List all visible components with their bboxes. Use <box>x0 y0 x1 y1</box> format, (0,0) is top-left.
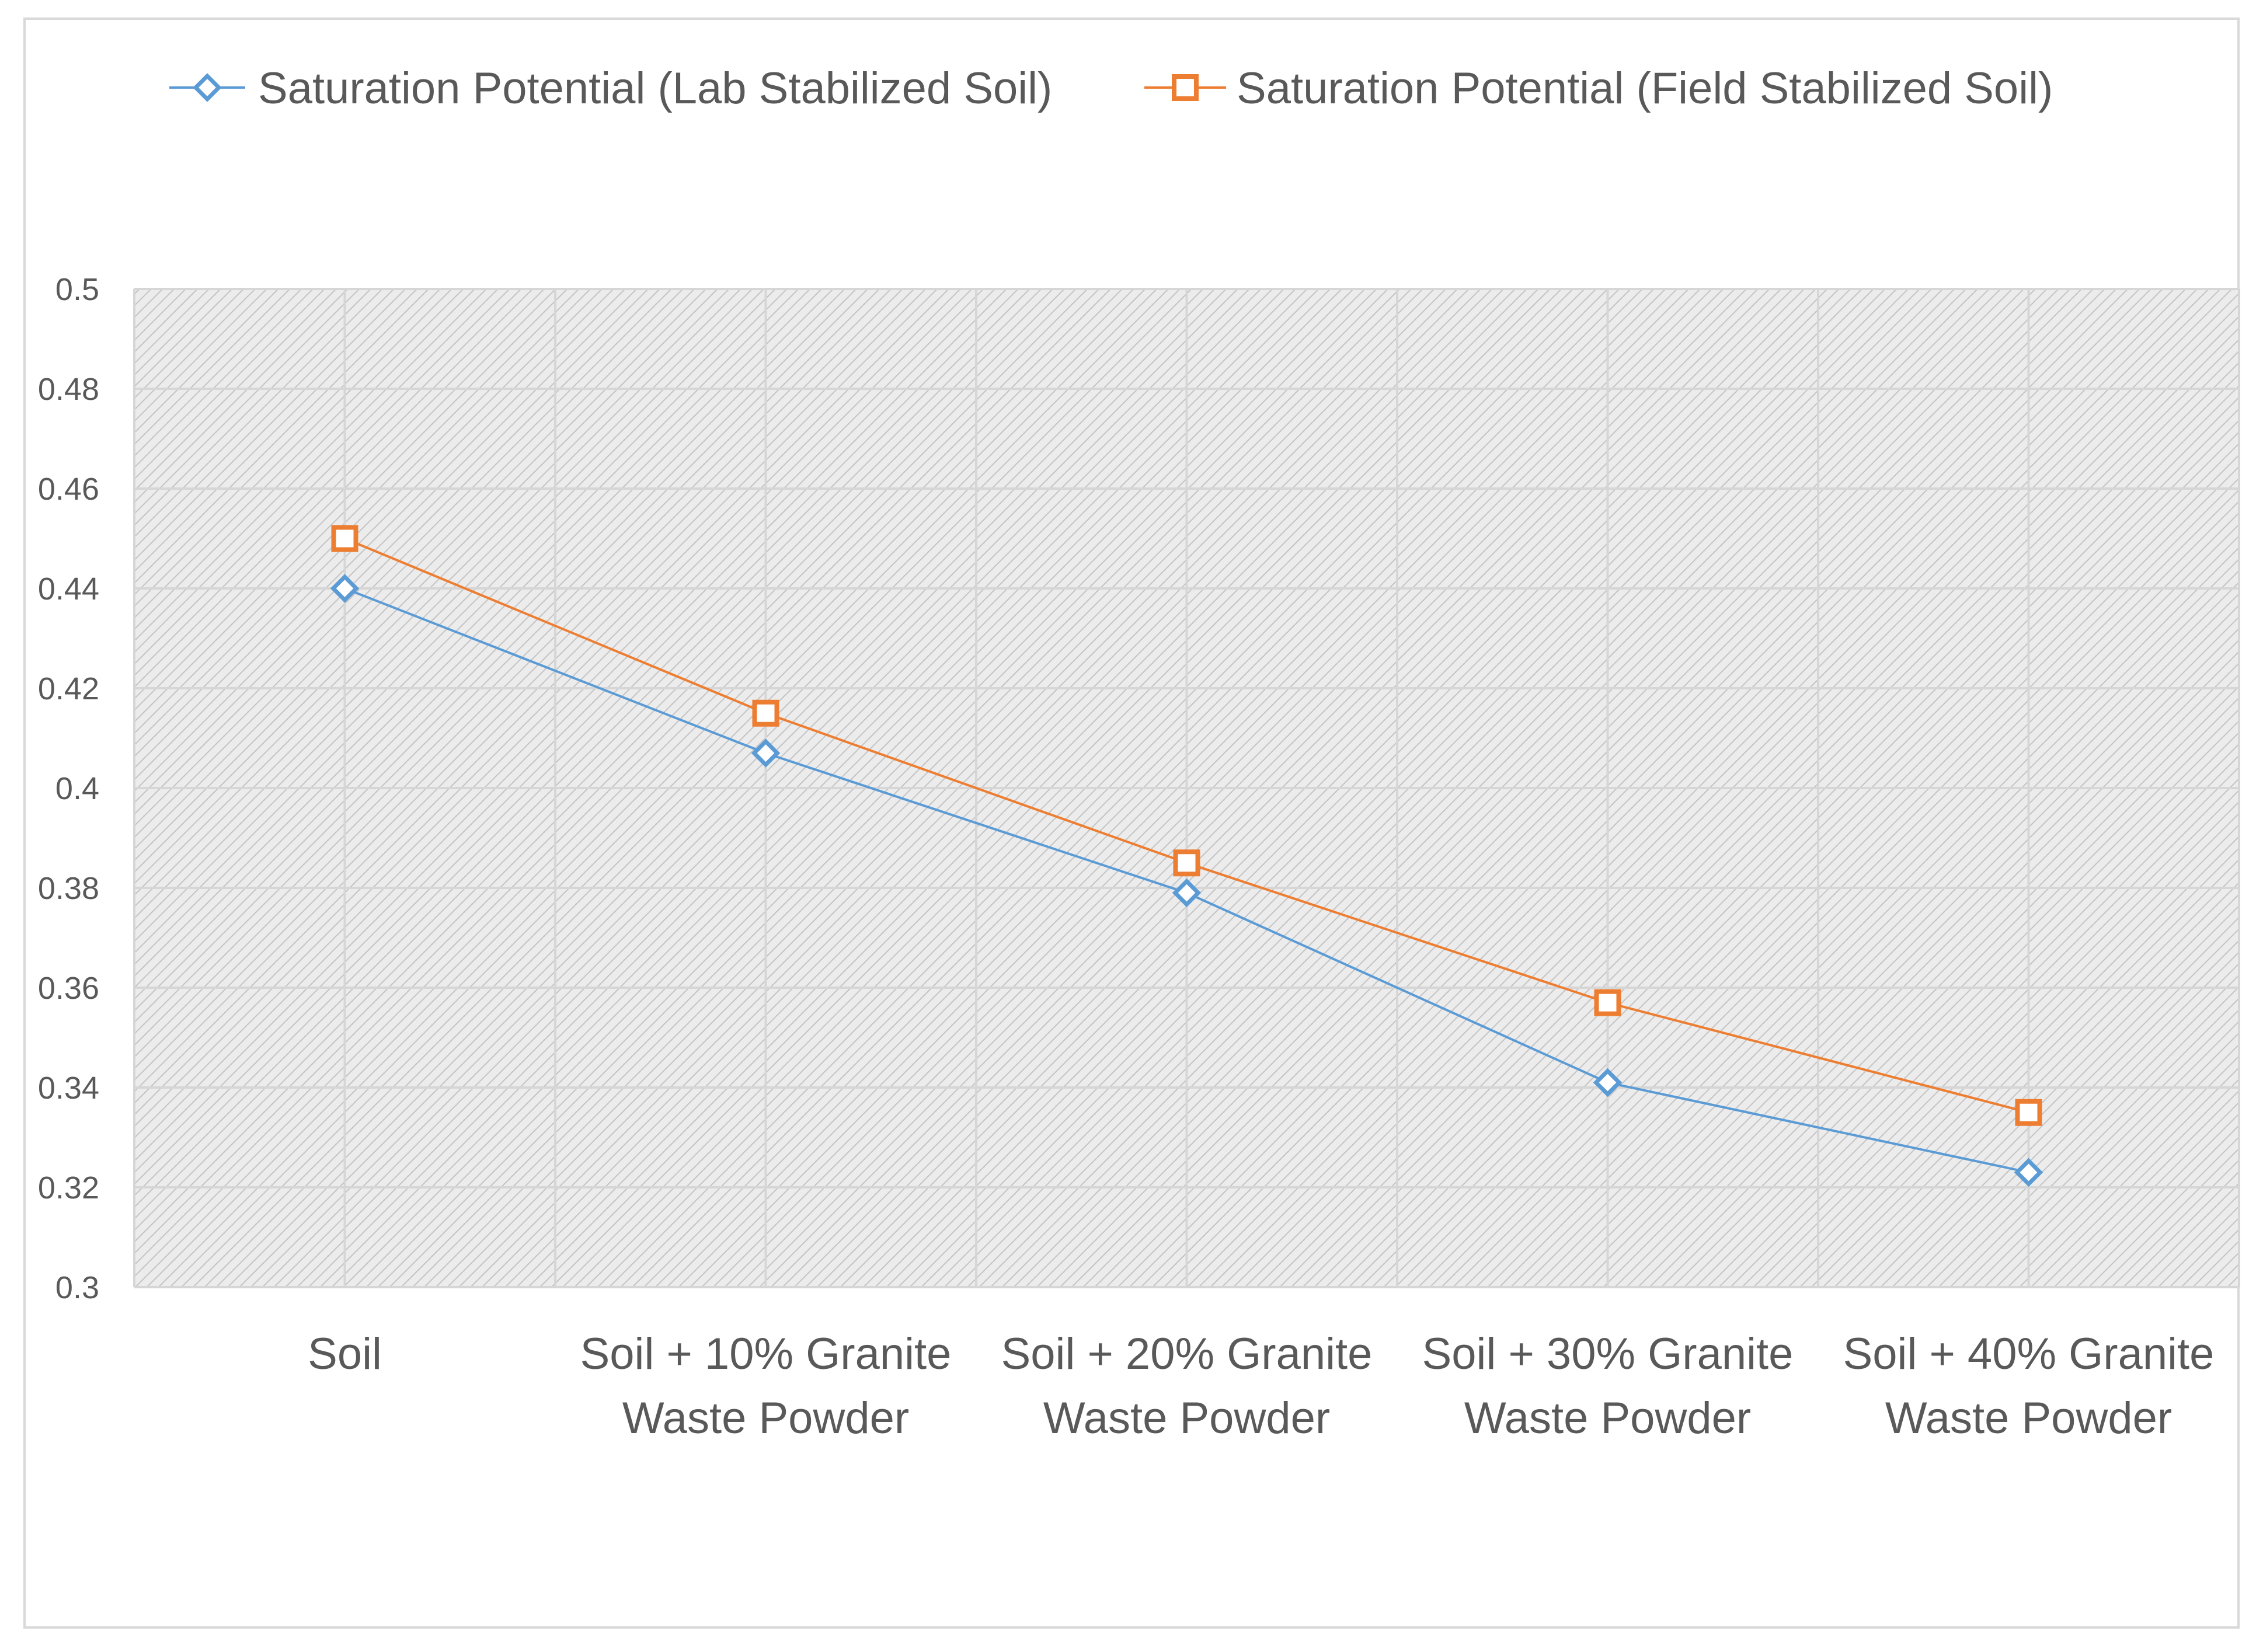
y-tick-label: 0.3 <box>55 1270 99 1305</box>
y-tick-label: 0.4 <box>55 771 99 806</box>
data-point-lab <box>1593 1068 1623 1097</box>
x-tick-label: Soil + 10% Granite Waste Powder <box>580 1329 952 1443</box>
data-point-field <box>752 699 779 727</box>
series-layer <box>330 525 2043 1187</box>
data-point-lab <box>751 738 781 768</box>
x-tick-label: Soil + 40% Granite Waste Powder <box>1843 1329 2215 1443</box>
y-tick-label: 0.36 <box>38 971 99 1006</box>
legend-item-lab[interactable]: Saturation Potential (Lab Stabilized Soi… <box>169 64 1052 113</box>
data-point-field <box>1173 849 1200 877</box>
data-point-field <box>1594 989 1621 1016</box>
x-axis: Soil Soil + 10% Granite Waste Powder Soil +… <box>308 1329 2214 1443</box>
data-point-field <box>2015 1099 2042 1126</box>
data-point-field <box>331 525 358 552</box>
y-tick-label: 0.44 <box>38 571 99 607</box>
y-tick-label: 0.46 <box>38 472 99 507</box>
x-tick-label: Soil + 20% Granite Waste Powder <box>1001 1329 1373 1443</box>
legend-label-lab: Saturation Potential (Lab Stabilized Soi… <box>258 64 1052 113</box>
legend: Saturation Potential (Lab Stabilized Soi… <box>169 64 2053 113</box>
y-tick-label: 0.34 <box>38 1071 99 1106</box>
legend-marker-lab <box>193 73 222 102</box>
data-point-lab <box>330 574 360 603</box>
legend-marker-field <box>1172 74 1199 101</box>
legend-item-field[interactable]: Saturation Potential (Field Stabilized S… <box>1144 64 2053 113</box>
y-tick-label: 0.32 <box>38 1170 99 1205</box>
y-tick-label: 0.48 <box>38 372 99 407</box>
y-tick-label: 0.42 <box>38 671 99 706</box>
y-tick-label: 0.5 <box>55 272 99 307</box>
y-tick-label: 0.38 <box>38 871 99 906</box>
y-axis: 0.3 0.32 0.34 0.36 0.38 0.4 0.42 0.44 0.46 0.48 0.… <box>38 272 99 1305</box>
legend-label-field: Saturation Potential (Field Stabilized S… <box>1237 64 2053 113</box>
x-tick-label: Soil <box>308 1329 382 1379</box>
x-tick-label: Soil + 30% Granite Waste Powder <box>1422 1329 1794 1443</box>
data-point-lab <box>1172 878 1202 908</box>
data-point-lab <box>2014 1158 2043 1187</box>
